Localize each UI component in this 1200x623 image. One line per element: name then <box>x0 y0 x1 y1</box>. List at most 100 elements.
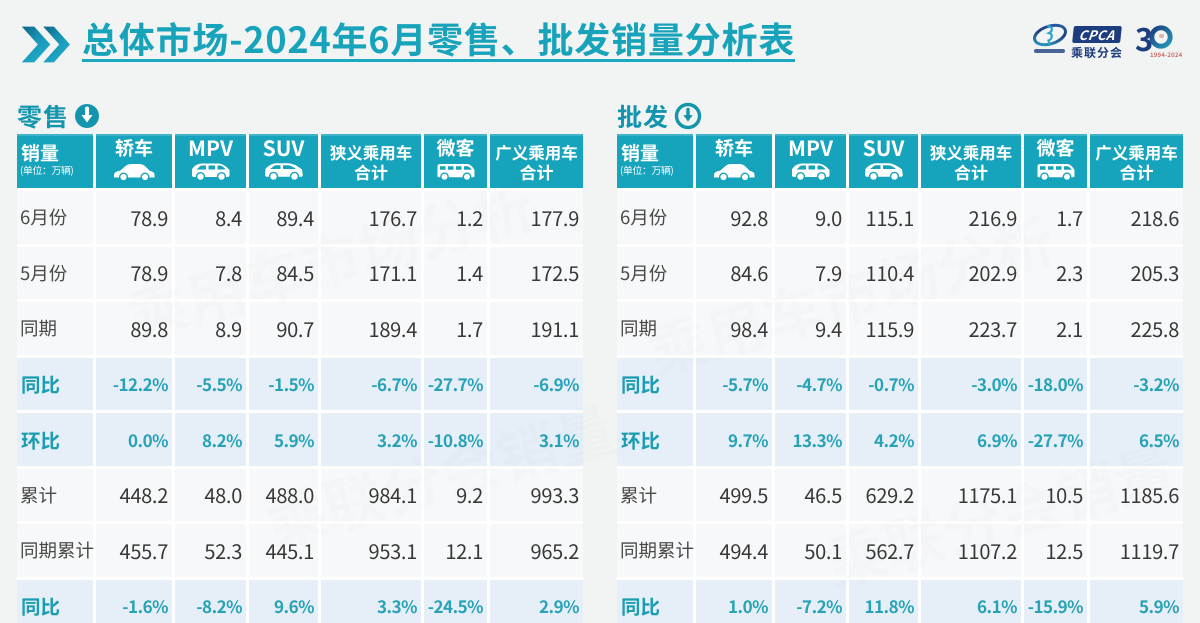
anniversary-digit: 3 <box>1135 15 1154 60</box>
column-title: SUV <box>262 134 305 163</box>
cpca-acronym: CPCA <box>1072 25 1122 44</box>
cell-value: 177.9 <box>490 191 583 244</box>
column-header-total-6: 广义乘用车 合计 <box>1090 134 1183 188</box>
cell-value: 3.3% <box>321 579 421 623</box>
title-prefix: 总体市场 <box>82 12 230 64</box>
column-title: 狭义乘用车 <box>329 139 413 164</box>
cell-value: 8.9 <box>175 302 246 355</box>
cell-value: 1185.6 <box>1090 468 1183 521</box>
column-header-total-4: 狭义乘用车 合计 <box>321 134 421 188</box>
column-title: 广义乘用车 <box>1095 139 1178 164</box>
cell-value: 78.9 <box>96 191 172 244</box>
column-title: 轿车 <box>714 134 753 161</box>
section-label-retail: 零售 <box>17 98 100 134</box>
anniversary-ring-icon <box>1149 25 1173 49</box>
cell-value: 562.7 <box>849 524 918 577</box>
column-header-suv: SUV <box>849 134 918 188</box>
cell-value: 953.1 <box>321 524 421 577</box>
row-label: 同期 <box>17 302 93 355</box>
cpca-branch-name: 乘联分会 <box>1070 44 1123 61</box>
row-label: 同期累计 <box>617 524 694 577</box>
cell-value: 223.7 <box>921 302 1021 355</box>
cell-value: 0.0% <box>96 413 172 466</box>
column-title: 微客 <box>1036 134 1075 161</box>
cell-value: 48.0 <box>175 468 246 521</box>
minibus-icon <box>1033 160 1079 182</box>
cell-value: 90.7 <box>249 302 318 355</box>
cell-value: 84.6 <box>696 246 772 299</box>
cell-value: 1.0% <box>696 579 772 623</box>
cell-value: -6.9% <box>490 357 583 410</box>
sedan-icon <box>711 160 757 182</box>
cell-value: 11.8% <box>849 579 918 623</box>
cell-value: -27.7% <box>424 357 487 410</box>
cell-value: -0.7% <box>849 357 918 410</box>
cell-value: 84.5 <box>249 246 318 299</box>
wholesale-table: 销量 (单位：万辆) 轿车 MPV SUV 狭义乘用车 合计 微客 广义乘用车 合计 6月份 92.8… <box>617 134 1183 623</box>
column-header-sedan: 轿车 <box>696 134 772 188</box>
anniversary-emblem <box>1159 34 1164 38</box>
cell-value: -6.7% <box>321 357 421 410</box>
cell-value: -1.5% <box>249 357 318 410</box>
title-rest: -2024年6月零售、批发销量分析表 <box>229 12 796 64</box>
cell-value: -18.0% <box>1024 357 1087 410</box>
cell-value: 52.3 <box>175 524 246 577</box>
column-header-suv: SUV <box>249 134 318 188</box>
row-label: 同比 <box>617 579 693 623</box>
row-label: 同期 <box>617 302 693 355</box>
cell-value: -5.5% <box>175 357 246 410</box>
column-header-total-4: 狭义乘用车 合计 <box>921 134 1021 188</box>
cell-value: -7.2% <box>775 579 846 623</box>
cell-value: 6.5% <box>1090 413 1183 466</box>
column-title: 广义乘用车 <box>495 139 578 164</box>
column-title: 微客 <box>436 134 475 161</box>
anniversary-30-logo: 3 1994-2024 <box>1135 15 1182 63</box>
cell-value: 8.4 <box>175 191 246 244</box>
row-label: 环比 <box>17 413 93 466</box>
suv-icon <box>261 160 307 182</box>
cell-value: 78.9 <box>96 246 172 299</box>
cell-value: 225.8 <box>1090 302 1183 355</box>
cell-value: 98.4 <box>696 302 772 355</box>
cell-value: 110.4 <box>849 246 918 299</box>
cell-value: 115.9 <box>849 302 918 355</box>
cell-value: -8.2% <box>175 579 246 623</box>
cell-value: 1.2 <box>424 191 487 244</box>
cell-value: 89.4 <box>249 191 318 244</box>
cpca-emblem-icon <box>1033 23 1067 53</box>
row-label: 同比 <box>17 357 93 410</box>
column-header-mpv: MPV <box>775 134 846 188</box>
cell-value: 488.0 <box>249 468 318 521</box>
column-header-minibus: 微客 <box>424 134 487 188</box>
cpca-logo: CPCA 乘联分会 <box>1032 17 1123 61</box>
cell-value: -15.9% <box>1024 579 1087 623</box>
row-label: 环比 <box>617 413 693 466</box>
column-header-minibus: 微客 <box>1024 134 1087 188</box>
column-title: SUV <box>862 134 905 163</box>
column-title-line2: 合计 <box>519 158 554 184</box>
cell-value: 984.1 <box>321 468 421 521</box>
column-header-sedan: 轿车 <box>96 134 172 188</box>
cell-value: 5.9% <box>249 413 318 466</box>
column-title: 销量 <box>621 139 660 166</box>
column-subtitle-unit: (单位：万辆) <box>620 162 674 177</box>
mpv-icon <box>188 160 234 182</box>
cell-value: -1.6% <box>96 579 172 623</box>
cell-value: -12.2% <box>96 357 172 410</box>
mpv-icon <box>788 160 834 182</box>
cell-value: 448.2 <box>96 468 172 521</box>
cell-value: -3.0% <box>921 357 1021 410</box>
cell-value: -4.7% <box>775 357 846 410</box>
cell-value: 50.1 <box>775 524 846 577</box>
cell-value: 189.4 <box>321 302 421 355</box>
column-header-mpv: MPV <box>175 134 246 188</box>
cell-value: 494.4 <box>696 524 772 577</box>
sedan-icon <box>111 160 157 182</box>
cpca-text-block: CPCA 乘联分会 <box>1071 17 1123 61</box>
cell-value: 9.6% <box>249 579 318 623</box>
cell-value: 9.7% <box>696 413 772 466</box>
cell-value: 629.2 <box>849 468 918 521</box>
cell-value: 1.7 <box>424 302 487 355</box>
column-header-sales: 销量 (单位：万辆) <box>17 134 93 188</box>
